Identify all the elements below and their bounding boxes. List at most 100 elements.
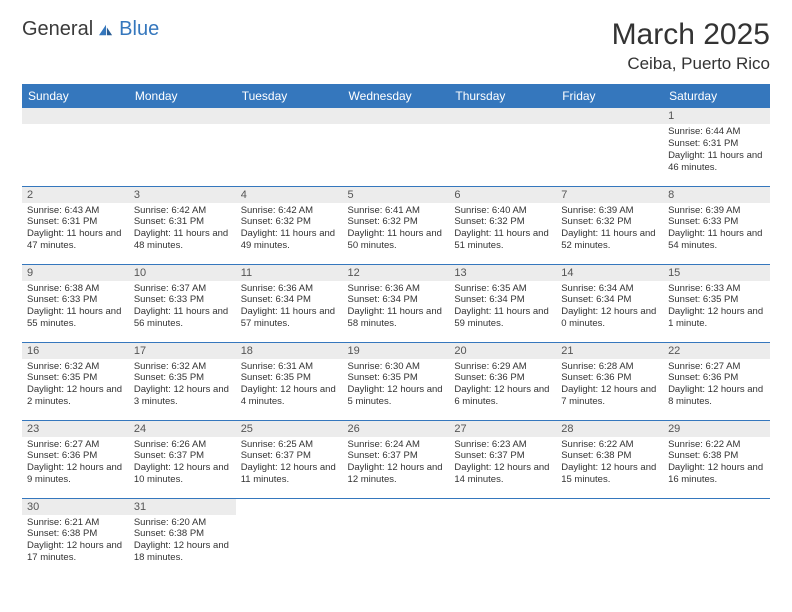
- day-details: Sunrise: 6:36 AMSunset: 6:34 PMDaylight:…: [348, 283, 445, 331]
- day-number: 14: [556, 265, 663, 281]
- calendar-cell: 14 Sunrise: 6:34 AMSunset: 6:34 PMDayligh…: [556, 264, 663, 342]
- location: Ceiba, Puerto Rico: [612, 54, 770, 74]
- day-number: 28: [556, 421, 663, 437]
- day-number: 27: [449, 421, 556, 437]
- weekday-header: Saturday: [663, 84, 770, 108]
- day-number-empty: [129, 108, 236, 124]
- day-number: 15: [663, 265, 770, 281]
- calendar-cell: [129, 108, 236, 186]
- calendar-cell: 6 Sunrise: 6:40 AMSunset: 6:32 PMDaylight…: [449, 186, 556, 264]
- calendar-table: SundayMondayTuesdayWednesdayThursdayFrid…: [22, 84, 770, 576]
- calendar-row: 1 Sunrise: 6:44 AMSunset: 6:31 PMDaylight…: [22, 108, 770, 186]
- calendar-cell: 16Sunrise: 6:32 AMSunset: 6:35 PMDayligh…: [22, 342, 129, 420]
- calendar-cell: [449, 498, 556, 576]
- calendar-body: 1 Sunrise: 6:44 AMSunset: 6:31 PMDaylight…: [22, 108, 770, 576]
- day-details: Sunrise: 6:41 AMSunset: 6:32 PMDaylight:…: [348, 205, 445, 253]
- day-details: Sunrise: 6:42 AMSunset: 6:32 PMDaylight:…: [241, 205, 338, 253]
- calendar-cell: 4 Sunrise: 6:42 AMSunset: 6:32 PMDaylight…: [236, 186, 343, 264]
- day-number-empty: [236, 108, 343, 124]
- day-number: 12: [343, 265, 450, 281]
- day-number: 11: [236, 265, 343, 281]
- day-number: 9: [22, 265, 129, 281]
- calendar-row: 16Sunrise: 6:32 AMSunset: 6:35 PMDayligh…: [22, 342, 770, 420]
- day-details: Sunrise: 6:44 AMSunset: 6:31 PMDaylight:…: [668, 126, 765, 174]
- calendar-cell: 22Sunrise: 6:27 AMSunset: 6:36 PMDayligh…: [663, 342, 770, 420]
- calendar-cell: [449, 108, 556, 186]
- day-details: Sunrise: 6:25 AMSunset: 6:37 PMDaylight:…: [241, 439, 338, 487]
- calendar-cell: 12 Sunrise: 6:36 AMSunset: 6:34 PMDayligh…: [343, 264, 450, 342]
- day-details: Sunrise: 6:24 AMSunset: 6:37 PMDaylight:…: [348, 439, 445, 487]
- weekday-header: Thursday: [449, 84, 556, 108]
- day-details: Sunrise: 6:34 AMSunset: 6:34 PMDaylight:…: [561, 283, 658, 331]
- day-number-empty: [449, 108, 556, 124]
- day-number: 22: [663, 343, 770, 359]
- logo-text-blue: Blue: [119, 18, 159, 41]
- calendar-cell: 15 Sunrise: 6:33 AMSunset: 6:35 PMDayligh…: [663, 264, 770, 342]
- day-number: 1: [663, 108, 770, 124]
- day-details: Sunrise: 6:29 AMSunset: 6:36 PMDaylight:…: [454, 361, 551, 409]
- day-details: Sunrise: 6:20 AMSunset: 6:38 PMDaylight:…: [134, 517, 231, 565]
- calendar-cell: 19Sunrise: 6:30 AMSunset: 6:35 PMDayligh…: [343, 342, 450, 420]
- day-details: Sunrise: 6:42 AMSunset: 6:31 PMDaylight:…: [134, 205, 231, 253]
- day-number: 26: [343, 421, 450, 437]
- logo: General Blue: [22, 18, 159, 41]
- day-number: 7: [556, 187, 663, 203]
- day-details: Sunrise: 6:22 AMSunset: 6:38 PMDaylight:…: [561, 439, 658, 487]
- calendar-cell: 24Sunrise: 6:26 AMSunset: 6:37 PMDayligh…: [129, 420, 236, 498]
- day-number: 5: [343, 187, 450, 203]
- day-number: 13: [449, 265, 556, 281]
- day-number: 29: [663, 421, 770, 437]
- day-number: 23: [22, 421, 129, 437]
- day-number: 31: [129, 499, 236, 515]
- weekday-header: Friday: [556, 84, 663, 108]
- day-number: 16: [22, 343, 129, 359]
- calendar-cell: [556, 498, 663, 576]
- calendar-cell: 26 Sunrise: 6:24 AMSunset: 6:37 PMDayligh…: [343, 420, 450, 498]
- calendar-cell: 3 Sunrise: 6:42 AMSunset: 6:31 PMDaylight…: [129, 186, 236, 264]
- calendar-cell: 13 Sunrise: 6:35 AMSunset: 6:34 PMDayligh…: [449, 264, 556, 342]
- day-number: 6: [449, 187, 556, 203]
- day-details: Sunrise: 6:39 AMSunset: 6:32 PMDaylight:…: [561, 205, 658, 253]
- calendar-cell: 5 Sunrise: 6:41 AMSunset: 6:32 PMDaylight…: [343, 186, 450, 264]
- calendar-cell: 29 Sunrise: 6:22 AMSunset: 6:38 PMDayligh…: [663, 420, 770, 498]
- weekday-header: Wednesday: [343, 84, 450, 108]
- calendar-cell: 11Sunrise: 6:36 AMSunset: 6:34 PMDayligh…: [236, 264, 343, 342]
- day-number: 4: [236, 187, 343, 203]
- sail-icon: [97, 23, 115, 37]
- day-details: Sunrise: 6:22 AMSunset: 6:38 PMDaylight:…: [668, 439, 765, 487]
- day-number: 30: [22, 499, 129, 515]
- day-details: Sunrise: 6:28 AMSunset: 6:36 PMDaylight:…: [561, 361, 658, 409]
- calendar-cell: 30Sunrise: 6:21 AMSunset: 6:38 PMDayligh…: [22, 498, 129, 576]
- month-title: March 2025: [612, 18, 770, 52]
- calendar-cell: [236, 498, 343, 576]
- calendar-cell: 10Sunrise: 6:37 AMSunset: 6:33 PMDayligh…: [129, 264, 236, 342]
- calendar-cell: [663, 498, 770, 576]
- day-number-empty: [343, 108, 450, 124]
- calendar-cell: 27Sunrise: 6:23 AMSunset: 6:37 PMDayligh…: [449, 420, 556, 498]
- day-details: Sunrise: 6:40 AMSunset: 6:32 PMDaylight:…: [454, 205, 551, 253]
- day-number-empty: [22, 108, 129, 124]
- title-block: March 2025 Ceiba, Puerto Rico: [612, 18, 770, 74]
- day-number: 2: [22, 187, 129, 203]
- calendar-cell: 21 Sunrise: 6:28 AMSunset: 6:36 PMDayligh…: [556, 342, 663, 420]
- calendar-row: 2 Sunrise: 6:43 AMSunset: 6:31 PMDaylight…: [22, 186, 770, 264]
- day-details: Sunrise: 6:35 AMSunset: 6:34 PMDaylight:…: [454, 283, 551, 331]
- day-number: 21: [556, 343, 663, 359]
- weekday-header: Tuesday: [236, 84, 343, 108]
- day-details: Sunrise: 6:37 AMSunset: 6:33 PMDaylight:…: [134, 283, 231, 331]
- day-number: 24: [129, 421, 236, 437]
- weekday-header: Sunday: [22, 84, 129, 108]
- day-details: Sunrise: 6:43 AMSunset: 6:31 PMDaylight:…: [27, 205, 124, 253]
- calendar-cell: [22, 108, 129, 186]
- day-number: 19: [343, 343, 450, 359]
- calendar-cell: [343, 498, 450, 576]
- calendar-cell: 17Sunrise: 6:32 AMSunset: 6:35 PMDayligh…: [129, 342, 236, 420]
- day-details: Sunrise: 6:33 AMSunset: 6:35 PMDaylight:…: [668, 283, 765, 331]
- calendar-cell: 28 Sunrise: 6:22 AMSunset: 6:38 PMDayligh…: [556, 420, 663, 498]
- calendar-cell: 2 Sunrise: 6:43 AMSunset: 6:31 PMDaylight…: [22, 186, 129, 264]
- calendar-cell: 31 Sunrise: 6:20 AMSunset: 6:38 PMDayligh…: [129, 498, 236, 576]
- day-details: Sunrise: 6:27 AMSunset: 6:36 PMDaylight:…: [27, 439, 124, 487]
- calendar-cell: 25 Sunrise: 6:25 AMSunset: 6:37 PMDayligh…: [236, 420, 343, 498]
- day-number: 25: [236, 421, 343, 437]
- day-number: 3: [129, 187, 236, 203]
